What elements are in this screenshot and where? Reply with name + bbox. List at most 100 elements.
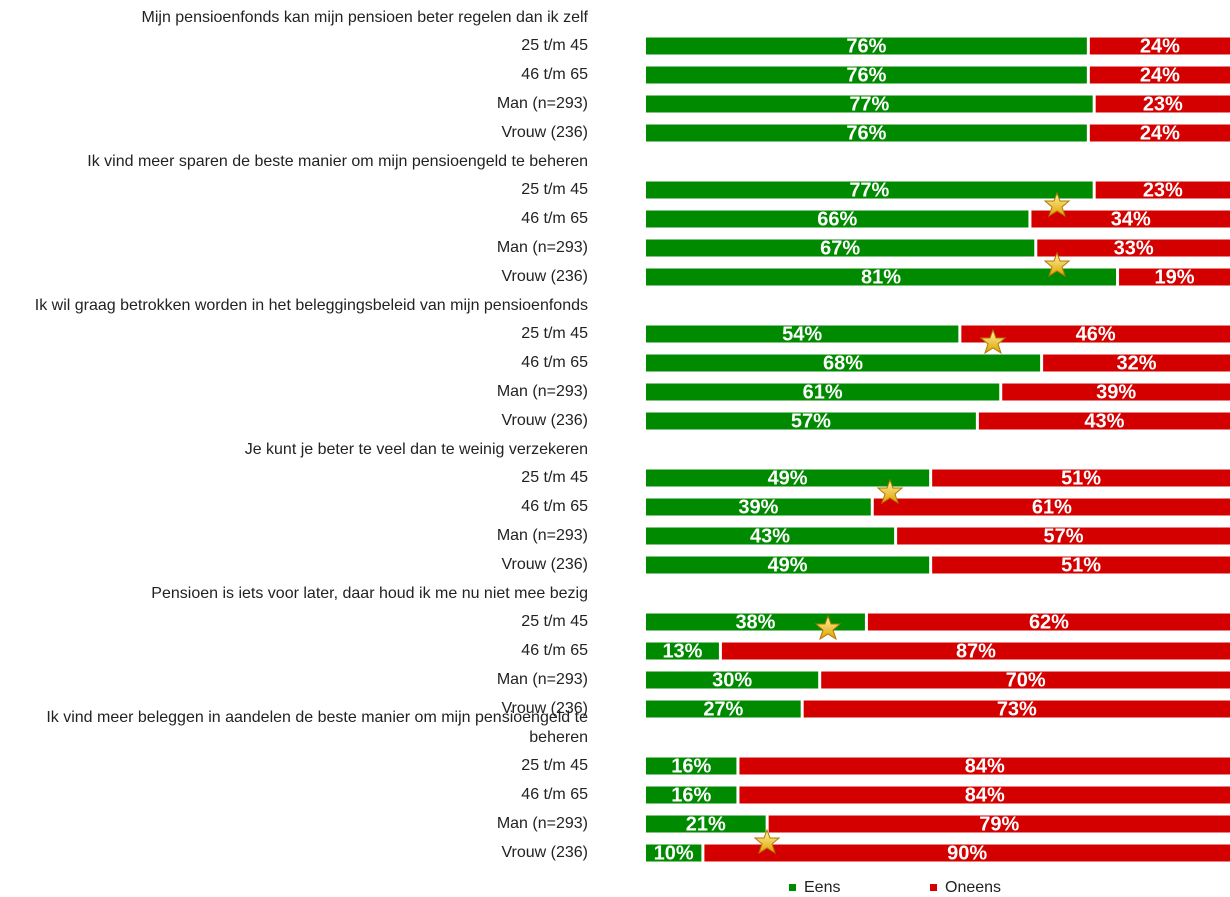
legend-label: Eens — [804, 879, 840, 896]
value-label: 84% — [965, 755, 1005, 777]
bar-segment — [961, 325, 1230, 343]
bar-segment — [646, 124, 1087, 142]
legend-label: Oneens — [945, 879, 1001, 896]
bar-segment — [978, 412, 1230, 430]
row-label: 25 t/m 45 — [521, 469, 588, 486]
bar-segment — [646, 700, 801, 718]
row-label: 25 t/m 45 — [521, 613, 588, 630]
bar-segment — [704, 844, 1230, 862]
bar-segment — [932, 469, 1230, 487]
bar-segment — [646, 815, 766, 833]
row-label: Man (n=293) — [497, 383, 588, 400]
row-label: Vrouw (236) — [501, 124, 588, 141]
row-label: 46 t/m 65 — [521, 66, 588, 83]
group-title: Je kunt je beter te veel dan te weinig v… — [244, 441, 588, 458]
bar-segment — [646, 527, 895, 545]
bar-segment — [1089, 124, 1230, 142]
value-label: 77% — [849, 179, 889, 201]
row-label: Vrouw (236) — [501, 268, 588, 285]
bar-segment — [1089, 66, 1230, 84]
bar-segment — [1037, 239, 1230, 257]
row-label: 46 t/m 65 — [521, 642, 588, 659]
bar-segment — [1089, 37, 1230, 55]
bar-segment — [646, 66, 1087, 84]
value-label: 43% — [1084, 410, 1124, 432]
value-label: 76% — [846, 122, 886, 144]
value-label: 66% — [817, 208, 857, 230]
value-label: 27% — [703, 698, 743, 720]
value-label: 32% — [1117, 352, 1157, 374]
value-label: 90% — [947, 842, 987, 864]
row-label: Man (n=293) — [497, 671, 588, 688]
value-label: 24% — [1140, 35, 1180, 57]
row-label: 25 t/m 45 — [521, 325, 588, 342]
bar-segment — [932, 556, 1230, 574]
value-label: 23% — [1143, 179, 1183, 201]
value-label: 81% — [861, 266, 901, 288]
value-label: 43% — [750, 525, 790, 547]
bar-segment — [646, 469, 930, 487]
bar-segment — [646, 613, 865, 631]
bar-segment — [646, 239, 1035, 257]
bar-segment — [739, 786, 1230, 804]
value-label: 23% — [1143, 93, 1183, 115]
value-label: 62% — [1029, 611, 1069, 633]
value-label: 76% — [846, 64, 886, 86]
bar-segment — [821, 671, 1230, 689]
group-title: Ik vind meer beleggen in aandelen de bes… — [46, 709, 588, 746]
value-label: 67% — [820, 237, 860, 259]
value-label: 54% — [782, 323, 822, 345]
bar-segment — [646, 181, 1093, 199]
bar-segment — [803, 700, 1230, 718]
bar-segment — [646, 325, 959, 343]
value-label: 39% — [738, 496, 778, 518]
value-label: 10% — [654, 842, 694, 864]
group-title: Mijn pensioenfonds kan mijn pensioen bet… — [141, 9, 589, 26]
value-label: 21% — [686, 813, 726, 835]
value-label: 70% — [1006, 669, 1046, 691]
value-label: 51% — [1061, 467, 1101, 489]
row-label: Man (n=293) — [497, 239, 588, 256]
row-label: Man (n=293) — [497, 527, 588, 544]
value-label: 57% — [791, 410, 831, 432]
row-label: Man (n=293) — [497, 815, 588, 832]
group-title: Ik wil graag betrokken worden in het bel… — [34, 297, 588, 314]
bar-segment — [646, 671, 819, 689]
bar-segment — [1043, 354, 1230, 372]
row-label: 46 t/m 65 — [521, 354, 588, 371]
bar-segment — [873, 498, 1230, 516]
row-label: 46 t/m 65 — [521, 498, 588, 515]
bar-segment — [646, 210, 1029, 228]
value-label: 16% — [671, 784, 711, 806]
value-label: 61% — [803, 381, 843, 403]
value-label: 61% — [1032, 496, 1072, 518]
value-label: 68% — [823, 352, 863, 374]
value-label: 73% — [997, 698, 1037, 720]
row-label: Vrouw (236) — [501, 844, 588, 861]
value-label: 57% — [1044, 525, 1084, 547]
row-label: Vrouw (236) — [501, 556, 588, 573]
value-label: 16% — [671, 755, 711, 777]
bar-segment — [646, 786, 737, 804]
value-label: 39% — [1096, 381, 1136, 403]
value-label: 24% — [1140, 64, 1180, 86]
value-label: 76% — [846, 35, 886, 57]
bar-segment — [646, 642, 719, 660]
bar-segment — [646, 95, 1093, 113]
row-label: 25 t/m 45 — [521, 181, 588, 198]
value-label: 24% — [1140, 122, 1180, 144]
bar-segment — [646, 757, 737, 775]
value-label: 87% — [956, 640, 996, 662]
bars: 76% 24% 76% 24% 77% 23% 76% 24% 77% 23% 66% 34% 67% 3… — [646, 35, 1230, 864]
bar-segment — [897, 527, 1230, 545]
bar-segment — [646, 556, 930, 574]
value-label: 33% — [1114, 237, 1154, 259]
stars — [754, 192, 1070, 854]
legend-swatch — [789, 884, 796, 891]
bar-segment — [646, 498, 871, 516]
group-title: Ik vind meer sparen de beste manier om m… — [87, 153, 588, 170]
value-label: 34% — [1111, 208, 1151, 230]
bar-segment — [768, 815, 1230, 833]
